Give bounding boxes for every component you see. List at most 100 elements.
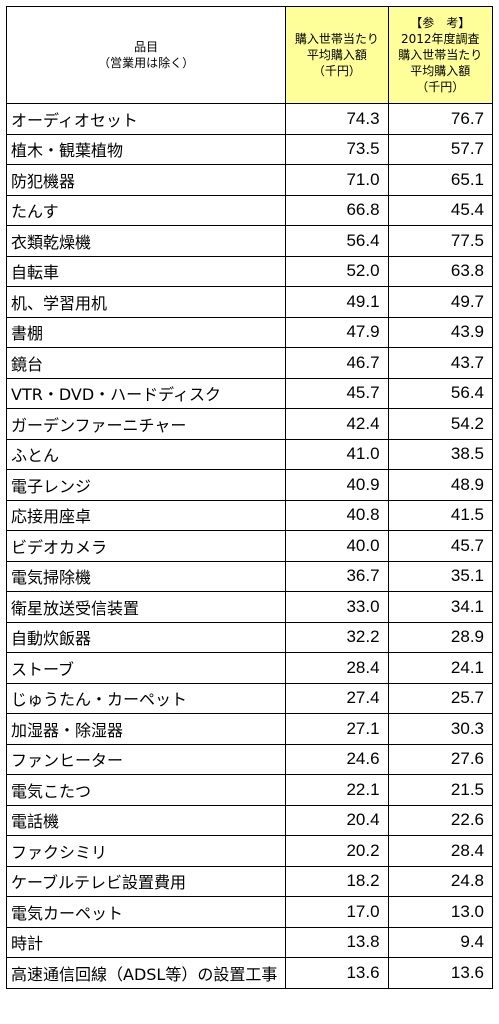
item-name-cell: ふとん [5, 438, 287, 470]
reference-2012-cell: 63.8 [387, 255, 494, 287]
table-row: 書棚 47.9 43.9 [5, 316, 494, 348]
current-average-cell: 74.3 [285, 103, 389, 135]
item-name-cell: 衣類乾燥機 [5, 225, 287, 257]
item-name-cell: 机、学習用机 [5, 286, 287, 318]
header-row: 品目 （営業用は除く） 購入世帯当たり 平均購入額 （千円） 【参 考】 201… [5, 6, 494, 104]
current-average-cell: 66.8 [285, 194, 389, 226]
reference-2012-cell: 28.9 [387, 621, 494, 653]
current-average-cell: 24.6 [285, 743, 389, 775]
current-average-cell: 56.4 [285, 225, 389, 257]
item-name-cell: ストーブ [5, 652, 287, 684]
reference-2012-cell: 57.7 [387, 133, 494, 165]
current-average-cell: 45.7 [285, 377, 389, 409]
reference-2012-cell: 13.6 [387, 957, 494, 989]
current-average-cell: 36.7 [285, 560, 389, 592]
reference-2012-cell: 49.7 [387, 286, 494, 318]
current-average-cell: 32.2 [285, 621, 389, 653]
current-average-cell: 41.0 [285, 438, 389, 470]
header-reference-line4: 平均購入額 [410, 64, 471, 78]
table-row: 加湿器・除湿器 27.1 30.3 [5, 713, 494, 745]
reference-2012-cell: 54.2 [387, 408, 494, 440]
current-average-cell: 42.4 [285, 408, 389, 440]
item-name-cell: ファクシミリ [5, 835, 287, 867]
reference-2012-cell: 38.5 [387, 438, 494, 470]
table-row: 机、学習用机 49.1 49.7 [5, 286, 494, 318]
reference-2012-cell: 43.7 [387, 347, 494, 379]
item-name-cell: 防犯機器 [5, 164, 287, 196]
item-name-cell: 応接用座卓 [5, 499, 287, 531]
reference-2012-cell: 34.1 [387, 591, 494, 623]
current-average-cell: 40.8 [285, 499, 389, 531]
reference-2012-cell: 24.8 [387, 865, 494, 897]
table-row: 応接用座卓 40.8 41.5 [5, 499, 494, 531]
reference-2012-cell: 76.7 [387, 103, 494, 135]
table-row: 防犯機器 71.0 65.1 [5, 164, 494, 196]
reference-2012-cell: 25.7 [387, 682, 494, 714]
table-row: VTR・DVD・ハードディスク 45.7 56.4 [5, 377, 494, 409]
table-row: たんす 66.8 45.4 [5, 194, 494, 226]
current-average-cell: 49.1 [285, 286, 389, 318]
current-average-cell: 40.9 [285, 469, 389, 501]
item-name-cell: 電気カーペット [5, 896, 287, 928]
table-row: 植木・観葉植物 73.5 57.7 [5, 133, 494, 165]
current-average-cell: 27.4 [285, 682, 389, 714]
current-average-cell: 27.1 [285, 713, 389, 745]
reference-2012-cell: 21.5 [387, 774, 494, 806]
table-body: オーディオセット 74.3 76.7 植木・観葉植物 73.5 57.7 防犯機器 71.0 6… [5, 103, 494, 989]
table-row: 自動炊飯器 32.2 28.9 [5, 621, 494, 653]
item-name-cell: 電気こたつ [5, 774, 287, 806]
item-name-cell: ファンヒーター [5, 743, 287, 775]
header-item-note: （営業用は除く） [98, 56, 195, 70]
current-average-cell: 22.1 [285, 774, 389, 806]
header-reference-2012: 【参 考】 2012年度調査 購入世帯当たり 平均購入額 （千円） [387, 6, 494, 104]
current-average-cell: 13.6 [285, 957, 389, 989]
reference-2012-cell: 22.6 [387, 804, 494, 836]
table-row: 高速通信回線（ADSL等）の設置工事 13.6 13.6 [5, 957, 494, 989]
item-name-cell: 自動炊飯器 [5, 621, 287, 653]
table-row: 電気カーペット 17.0 13.0 [5, 896, 494, 928]
table-row: オーディオセット 74.3 76.7 [5, 103, 494, 135]
current-average-cell: 46.7 [285, 347, 389, 379]
table-row: 電気こたつ 22.1 21.5 [5, 774, 494, 806]
current-average-cell: 73.5 [285, 133, 389, 165]
header-reference-tag: 【参 考】 [410, 16, 471, 30]
item-name-cell: 書棚 [5, 316, 287, 348]
current-average-cell: 20.2 [285, 835, 389, 867]
reference-2012-cell: 28.4 [387, 835, 494, 867]
current-average-cell: 20.4 [285, 804, 389, 836]
current-average-cell: 17.0 [285, 896, 389, 928]
table-row: 電話機 20.4 22.6 [5, 804, 494, 836]
reference-2012-cell: 24.1 [387, 652, 494, 684]
item-name-cell: 自転車 [5, 255, 287, 287]
item-name-cell: ケーブルテレビ設置費用 [5, 865, 287, 897]
reference-2012-cell: 65.1 [387, 164, 494, 196]
item-name-cell: VTR・DVD・ハードディスク [5, 377, 287, 409]
table-row: 時計 13.8 9.4 [5, 926, 494, 958]
reference-2012-cell: 48.9 [387, 469, 494, 501]
table-row: ファンヒーター 24.6 27.6 [5, 743, 494, 775]
reference-2012-cell: 9.4 [387, 926, 494, 958]
table-row: ストーブ 28.4 24.1 [5, 652, 494, 684]
reference-2012-cell: 27.6 [387, 743, 494, 775]
table-row: 衣類乾燥機 56.4 77.5 [5, 225, 494, 257]
table-row: 衛星放送受信装置 33.0 34.1 [5, 591, 494, 623]
item-name-cell: ガーデンファーニチャー [5, 408, 287, 440]
table-row: ふとん 41.0 38.5 [5, 438, 494, 470]
item-name-cell: ビデオカメラ [5, 530, 287, 562]
current-average-cell: 13.8 [285, 926, 389, 958]
purchase-amount-table: 品目 （営業用は除く） 購入世帯当たり 平均購入額 （千円） 【参 考】 201… [5, 6, 494, 989]
header-reference-line3: 購入世帯当たり [398, 48, 483, 62]
table-row: 電気掃除機 36.7 35.1 [5, 560, 494, 592]
item-name-cell: 電気掃除機 [5, 560, 287, 592]
reference-2012-cell: 13.0 [387, 896, 494, 928]
reference-2012-cell: 30.3 [387, 713, 494, 745]
item-name-cell: 衛星放送受信装置 [5, 591, 287, 623]
reference-2012-cell: 45.4 [387, 194, 494, 226]
reference-2012-cell: 56.4 [387, 377, 494, 409]
current-average-cell: 33.0 [285, 591, 389, 623]
item-name-cell: じゅうたん・カーペット [5, 682, 287, 714]
table-row: じゅうたん・カーペット 27.4 25.7 [5, 682, 494, 714]
header-item: 品目 （営業用は除く） [5, 6, 287, 104]
reference-2012-cell: 45.7 [387, 530, 494, 562]
item-name-cell: 植木・観葉植物 [5, 133, 287, 165]
